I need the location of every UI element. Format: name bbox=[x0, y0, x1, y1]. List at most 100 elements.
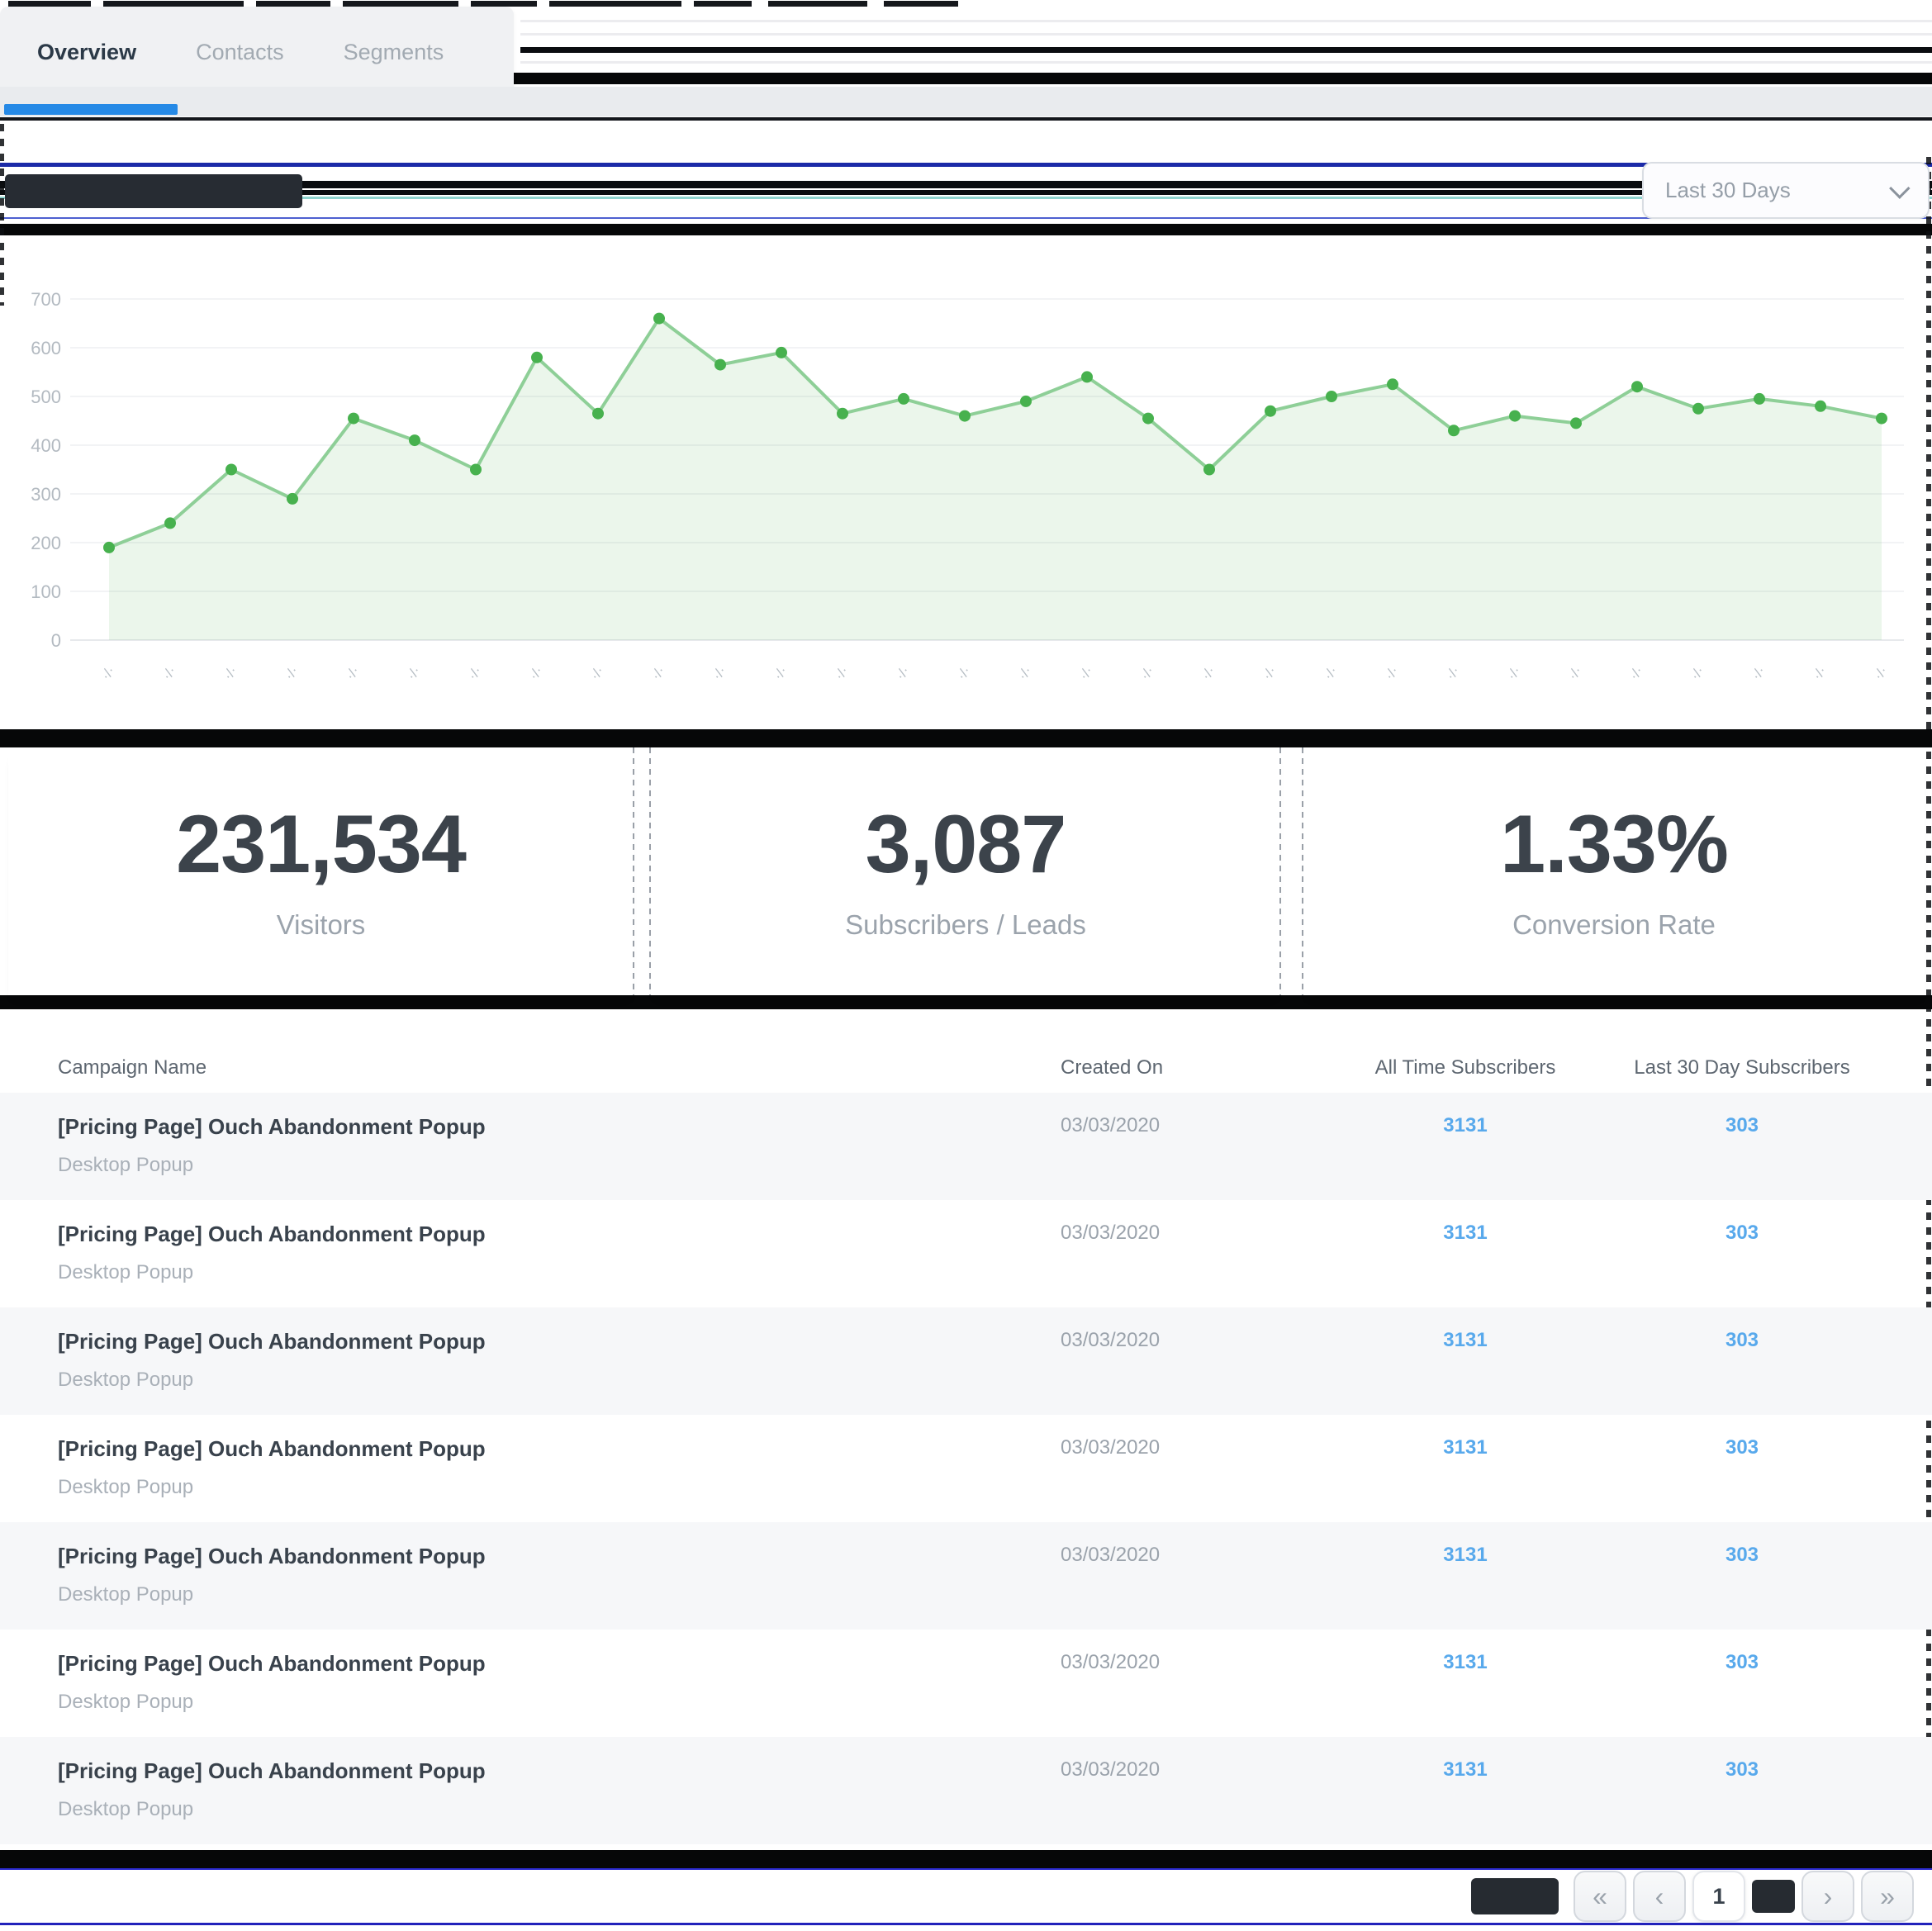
stat-value: 1.33% bbox=[1500, 797, 1729, 890]
created-on-cell: 03/03/2020 bbox=[1061, 1758, 1161, 1781]
date-range-select[interactable]: Last 30 Days bbox=[1642, 162, 1930, 219]
tab-contacts[interactable]: Contacts bbox=[196, 39, 284, 64]
campaign-name: [Pricing Page] Ouch Abandonment Popup bbox=[58, 1544, 486, 1568]
stat-value: 3,087 bbox=[865, 797, 1067, 890]
svg-text:·/·: ·/· bbox=[1259, 663, 1279, 683]
table-row: [Pricing Page] Ouch Abandonment Popup De… bbox=[0, 1415, 1932, 1522]
last-30-day-subscribers-link[interactable]: 303 bbox=[1725, 1436, 1759, 1459]
redaction-bar bbox=[694, 1, 752, 7]
table-row: [Pricing Page] Ouch Abandonment Popup De… bbox=[0, 1200, 1932, 1307]
all-time-subscribers-link[interactable]: 3131 bbox=[1443, 1436, 1488, 1459]
artifact-strip bbox=[0, 124, 4, 306]
created-on-cell: 03/03/2020 bbox=[1061, 1544, 1161, 1566]
last-30-day-subscribers-link[interactable]: 303 bbox=[1725, 1222, 1759, 1244]
svg-text:100: 100 bbox=[31, 581, 61, 602]
pagination-bar: « ‹ 1 › » bbox=[0, 1868, 1932, 1924]
artifact-line bbox=[0, 117, 1932, 121]
artifact-line bbox=[520, 61, 1932, 64]
campaign-name-cell: [Pricing Page] Ouch Abandonment Popup De… bbox=[0, 1436, 1007, 1499]
tab-overview[interactable]: Overview bbox=[37, 39, 137, 64]
stat-card-subscribers: 3,087 Subscribers / Leads bbox=[651, 747, 1280, 995]
campaign-type: Desktop Popup bbox=[58, 1798, 194, 1820]
redaction-bar bbox=[549, 1, 681, 7]
column-header-all-time-subscribers: All Time Subscribers bbox=[1374, 1056, 1556, 1079]
campaign-name-cell: [Pricing Page] Ouch Abandonment Popup De… bbox=[0, 1651, 1007, 1714]
redaction-bar bbox=[471, 1, 537, 7]
svg-text:·/·: ·/· bbox=[1137, 663, 1157, 683]
campaign-name-cell: [Pricing Page] Ouch Abandonment Popup De… bbox=[0, 1758, 1007, 1821]
svg-text:·/·: ·/· bbox=[892, 663, 913, 683]
last-30-day-subscribers-link[interactable]: 303 bbox=[1725, 1544, 1759, 1566]
column-header-campaign-name: Campaign Name bbox=[58, 1056, 207, 1079]
svg-text:·/·: ·/· bbox=[1442, 663, 1463, 683]
svg-text:500: 500 bbox=[31, 387, 61, 407]
all-time-subscribers-link[interactable]: 3131 bbox=[1443, 1329, 1488, 1351]
last-30-day-subscribers-link[interactable]: 303 bbox=[1725, 1651, 1759, 1673]
created-on-cell: 03/03/2020 bbox=[1061, 1114, 1161, 1136]
redaction-bar bbox=[0, 224, 1932, 235]
current-page-button[interactable]: 1 bbox=[1692, 1871, 1745, 1922]
svg-text:400: 400 bbox=[31, 435, 61, 456]
navy-line bbox=[0, 163, 1932, 167]
svg-text:·/·: ·/· bbox=[1626, 663, 1646, 683]
stat-label: Subscribers / Leads bbox=[845, 909, 1086, 940]
redaction-bar bbox=[514, 73, 1932, 84]
redaction-bar bbox=[103, 1, 244, 7]
created-on-cell: 03/03/2020 bbox=[1061, 1329, 1161, 1351]
campaign-type: Desktop Popup bbox=[58, 1154, 194, 1176]
campaign-name-cell: [Pricing Page] Ouch Abandonment Popup De… bbox=[0, 1222, 1007, 1284]
page-count-redacted bbox=[1752, 1880, 1795, 1913]
campaign-name: [Pricing Page] Ouch Abandonment Popup bbox=[58, 1651, 486, 1676]
svg-text:·/·: ·/· bbox=[1503, 663, 1524, 683]
previous-page-button[interactable]: ‹ bbox=[1633, 1871, 1686, 1922]
svg-text:·/·: ·/· bbox=[281, 663, 301, 683]
all-time-subscribers-link[interactable]: 3131 bbox=[1443, 1114, 1488, 1136]
all-time-subscribers-link[interactable]: 3131 bbox=[1443, 1651, 1488, 1673]
svg-text:0: 0 bbox=[51, 630, 61, 651]
stat-value: 231,534 bbox=[176, 797, 467, 890]
campaign-name-cell: [Pricing Page] Ouch Abandonment Popup De… bbox=[0, 1114, 1007, 1177]
redaction-bar bbox=[8, 1, 91, 7]
svg-text:·/·: ·/· bbox=[1014, 663, 1035, 683]
subscribers-area-chart: 0 100 200 300 400 500 600 700 ·/· ·/· ·/· ·/· ·/· ·/·… bbox=[25, 273, 1912, 698]
all-time-subscribers-link[interactable]: 3131 bbox=[1443, 1758, 1488, 1781]
svg-text:·/·: ·/· bbox=[1748, 663, 1768, 683]
artifact-line bbox=[520, 47, 1932, 53]
table-row: [Pricing Page] Ouch Abandonment Popup De… bbox=[0, 1522, 1932, 1630]
all-time-subscribers-link[interactable]: 3131 bbox=[1443, 1222, 1488, 1244]
table-row: [Pricing Page] Ouch Abandonment Popup De… bbox=[0, 1737, 1932, 1844]
campaign-type: Desktop Popup bbox=[58, 1261, 194, 1283]
next-page-button[interactable]: › bbox=[1801, 1871, 1854, 1922]
svg-text:·/·: ·/· bbox=[709, 663, 729, 683]
svg-text:·/·: ·/· bbox=[648, 663, 668, 683]
svg-text:·/·: ·/· bbox=[586, 663, 607, 683]
date-range-value: Last 30 Days bbox=[1665, 178, 1791, 202]
last-30-day-subscribers-link[interactable]: 303 bbox=[1725, 1114, 1759, 1136]
redaction-band bbox=[0, 995, 1932, 1009]
campaign-name: [Pricing Page] Ouch Abandonment Popup bbox=[58, 1222, 486, 1246]
redaction-band bbox=[0, 729, 1932, 747]
tab-segments[interactable]: Segments bbox=[343, 39, 444, 64]
first-page-button[interactable]: « bbox=[1574, 1871, 1626, 1922]
campaigns-table: Campaign Name Created On All Time Subscr… bbox=[0, 1009, 1932, 1844]
last-30-day-subscribers-link[interactable]: 303 bbox=[1725, 1329, 1759, 1351]
all-time-subscribers-link[interactable]: 3131 bbox=[1443, 1544, 1488, 1566]
last-page-button[interactable]: » bbox=[1861, 1871, 1914, 1922]
pagination-label-redacted bbox=[1471, 1878, 1559, 1914]
svg-text:·/·: ·/· bbox=[831, 663, 852, 683]
stat-card-visitors: 231,534 Visitors bbox=[8, 747, 634, 995]
svg-text:·/·: ·/· bbox=[770, 663, 790, 683]
svg-text:·/·: ·/· bbox=[1075, 663, 1096, 683]
chevron-down-icon bbox=[1889, 177, 1911, 199]
last-30-day-subscribers-link[interactable]: 303 bbox=[1725, 1758, 1759, 1781]
svg-text:·/·: ·/· bbox=[1381, 663, 1402, 683]
artifact-line bbox=[0, 217, 1932, 219]
column-header-last-30-day-subscribers: Last 30 Day Subscribers bbox=[1634, 1056, 1850, 1079]
svg-text:700: 700 bbox=[31, 289, 61, 310]
campaign-type: Desktop Popup bbox=[58, 1691, 194, 1713]
redaction-band bbox=[0, 1850, 1932, 1868]
svg-text:200: 200 bbox=[31, 533, 61, 553]
campaign-type: Desktop Popup bbox=[58, 1583, 194, 1606]
last-page-icon: » bbox=[1880, 1881, 1895, 1911]
redaction-bar bbox=[256, 1, 330, 7]
